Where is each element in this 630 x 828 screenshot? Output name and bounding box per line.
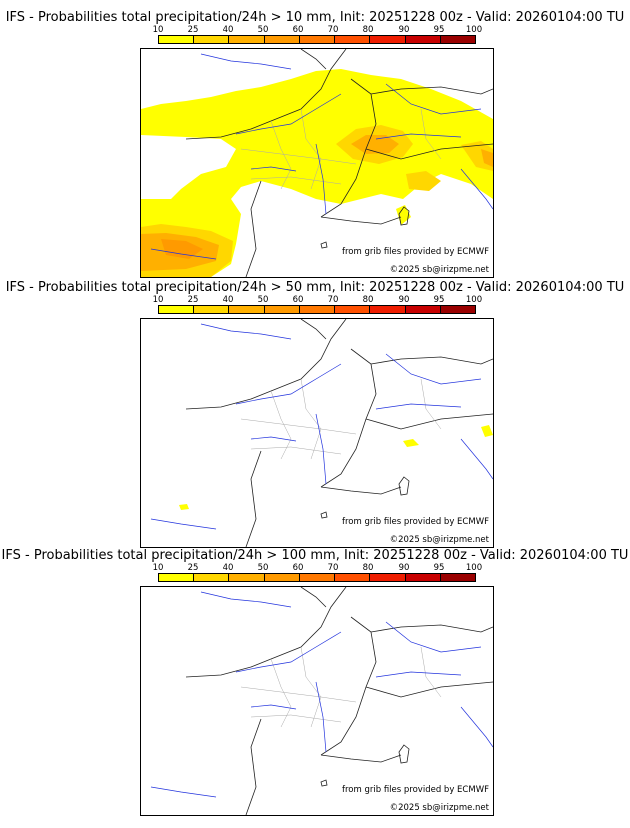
data-source-credit: from grib files provided by ECMWF xyxy=(342,785,489,795)
data-source-credit: from grib files provided by ECMWF xyxy=(342,247,489,257)
scale-swatch xyxy=(335,36,371,43)
country-borders xyxy=(185,49,493,277)
legend-tick: 70 xyxy=(327,295,339,305)
probability-color-scale xyxy=(158,573,476,582)
scale-swatch xyxy=(264,306,300,313)
scale-swatch xyxy=(194,36,230,43)
legend-tick: 80 xyxy=(362,295,374,305)
copyright-credit: ©2025 sb@irizpme.net xyxy=(389,803,489,813)
data-source-credit: from grib files provided by ECMWF xyxy=(342,517,489,527)
rivers xyxy=(150,323,493,530)
scale-swatch xyxy=(405,36,441,43)
scale-swatch xyxy=(335,574,371,581)
legend-tick: 40 xyxy=(222,563,234,573)
copyright-credit: ©2025 sb@irizpme.net xyxy=(389,265,489,275)
copyright-credit: ©2025 sb@irizpme.net xyxy=(389,535,489,545)
scale-swatch xyxy=(159,36,195,43)
legend-tick: 90 xyxy=(398,25,410,35)
precip-probability-field xyxy=(179,425,493,510)
islands xyxy=(320,476,410,519)
scale-swatch xyxy=(440,306,475,313)
legend-tick: 100 xyxy=(465,563,483,573)
scale-swatch xyxy=(194,574,230,581)
scale-swatch xyxy=(299,36,336,43)
legend-tick: 100 xyxy=(465,295,483,305)
scale-swatch xyxy=(264,36,300,43)
probability-map: from grib files provided by ECMWF ©2025 … xyxy=(140,48,494,278)
scale-swatch xyxy=(229,36,265,43)
map-panel-100mm: IFS - Probabilities total precipitation/… xyxy=(0,548,630,818)
panel-title: IFS - Probabilities total precipitation/… xyxy=(1,548,629,563)
legend-tick: 90 xyxy=(398,295,410,305)
scale-swatch xyxy=(264,574,300,581)
legend-tick: 70 xyxy=(327,25,339,35)
legend-tick: 10 xyxy=(152,563,164,573)
islands xyxy=(320,206,410,249)
islands xyxy=(320,744,410,787)
legend-tick: 60 xyxy=(292,295,304,305)
legend-tick-labels: 10 25 40 50 60 70 80 90 95 100 xyxy=(153,295,483,305)
scale-swatch xyxy=(229,574,265,581)
map-panel-50mm: IFS - Probabilities total precipitation/… xyxy=(0,280,630,550)
probability-map: from grib files provided by ECMWF ©2025 … xyxy=(140,586,494,816)
legend-tick-labels: 10 25 40 50 60 70 80 90 95 100 xyxy=(153,25,483,35)
probability-color-scale xyxy=(158,305,476,314)
scale-swatch xyxy=(229,306,265,313)
scale-swatch xyxy=(370,574,406,581)
rivers xyxy=(150,591,493,798)
legend-tick: 25 xyxy=(187,25,199,35)
map-canvas xyxy=(150,319,493,547)
legend-tick: 40 xyxy=(222,295,234,305)
legend-tick: 95 xyxy=(433,295,445,305)
legend-tick: 10 xyxy=(152,295,164,305)
scale-swatch xyxy=(405,306,441,313)
legend-tick: 25 xyxy=(187,563,199,573)
legend-tick: 50 xyxy=(257,295,269,305)
legend-tick: 40 xyxy=(222,25,234,35)
scale-swatch xyxy=(405,574,441,581)
scale-swatch xyxy=(159,306,195,313)
legend-tick-labels: 10 25 40 50 60 70 80 90 95 100 xyxy=(153,563,483,573)
regional-borders xyxy=(240,378,442,460)
legend-tick: 90 xyxy=(398,563,410,573)
precip-probability-field xyxy=(141,69,493,277)
legend-tick: 70 xyxy=(327,563,339,573)
regional-borders xyxy=(240,646,442,728)
legend-tick: 10 xyxy=(152,25,164,35)
country-borders xyxy=(185,587,493,815)
map-panel-10mm: IFS - Probabilities total precipitation/… xyxy=(0,10,630,280)
legend-tick: 100 xyxy=(465,25,483,35)
scale-swatch xyxy=(299,306,336,313)
scale-swatch xyxy=(440,574,475,581)
probability-map: from grib files provided by ECMWF ©2025 … xyxy=(140,318,494,548)
legend-tick: 95 xyxy=(433,25,445,35)
legend-tick: 25 xyxy=(187,295,199,305)
legend-tick: 50 xyxy=(257,563,269,573)
scale-swatch xyxy=(194,306,230,313)
scale-swatch xyxy=(299,574,336,581)
rivers xyxy=(150,53,493,260)
scale-swatch xyxy=(335,306,371,313)
scale-swatch xyxy=(440,36,475,43)
legend-tick: 60 xyxy=(292,563,304,573)
legend-tick: 80 xyxy=(362,25,374,35)
legend-tick: 95 xyxy=(433,563,445,573)
scale-swatch xyxy=(159,574,195,581)
map-canvas xyxy=(150,587,493,815)
panel-title: IFS - Probabilities total precipitation/… xyxy=(5,10,625,25)
regional-borders xyxy=(240,108,442,190)
scale-swatch xyxy=(370,36,406,43)
legend-tick: 60 xyxy=(292,25,304,35)
map-canvas xyxy=(141,49,493,277)
legend-tick: 80 xyxy=(362,563,374,573)
legend-tick: 50 xyxy=(257,25,269,35)
panel-title: IFS - Probabilities total precipitation/… xyxy=(5,280,625,295)
probability-color-scale xyxy=(158,35,476,44)
scale-swatch xyxy=(370,306,406,313)
country-borders xyxy=(185,319,493,547)
